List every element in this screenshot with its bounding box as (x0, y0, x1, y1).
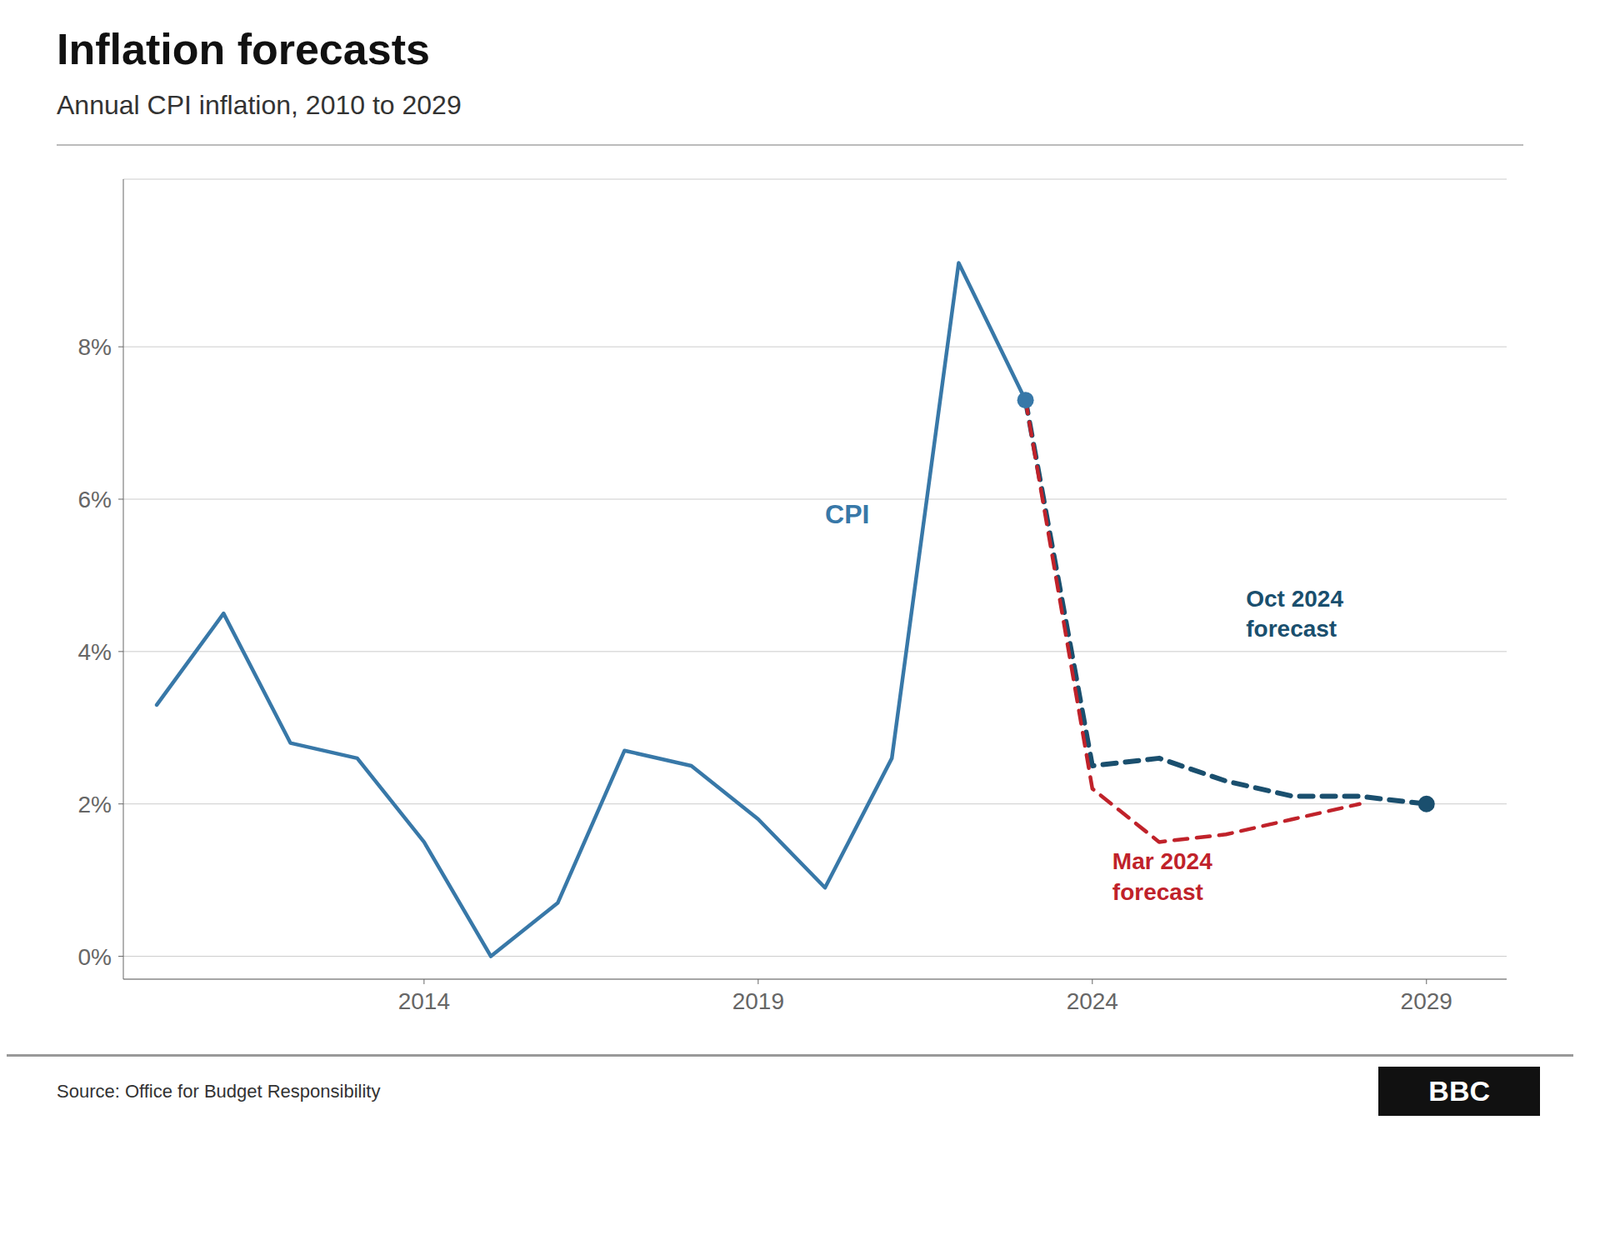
svg-text:CPI: CPI (825, 500, 870, 530)
svg-text:Oct 2024forecast: Oct 2024forecast (1245, 585, 1344, 642)
svg-text:8%: 8% (78, 334, 112, 360)
svg-text:Mar 2024forecast: Mar 2024forecast (1112, 848, 1213, 905)
html-text:Source: Office for Budget Resp: Source: Office for Budget Responsibility (56, 1080, 381, 1102)
svg-text:4%: 4% (78, 639, 112, 665)
svg-text:2014: 2014 (398, 988, 450, 1015)
svg-text:6%: 6% (78, 486, 112, 513)
html-text:Annual CPI inflation, 2010 to: Annual CPI inflation, 2010 to 2029 (56, 90, 462, 121)
svg-text:0%: 0% (78, 944, 112, 970)
svg-text:2024: 2024 (1066, 988, 1119, 1015)
html-text:BBC: BBC (1428, 1075, 1490, 1107)
html-text:Inflation forecasts: Inflation forecasts (56, 25, 430, 74)
svg-text:2029: 2029 (1400, 988, 1453, 1015)
svg-text:2019: 2019 (732, 988, 785, 1015)
svg-text:2%: 2% (78, 791, 112, 818)
